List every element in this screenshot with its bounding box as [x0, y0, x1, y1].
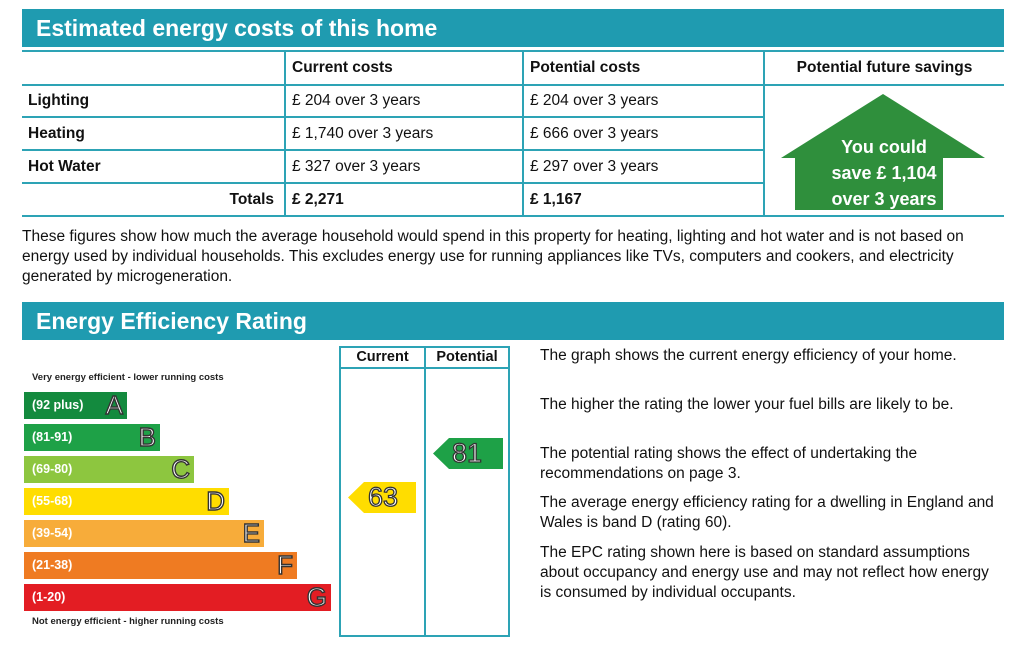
rating-section-title: Energy Efficiency Rating [22, 302, 1004, 340]
efficient-note: Very energy efficient - lower running co… [32, 372, 224, 383]
band-range-label: (69-80) [32, 462, 73, 476]
table-header-border [22, 84, 1004, 86]
potential-column-header: Potential [436, 349, 498, 365]
rating-band-b: (81-91) B [24, 421, 160, 453]
totals-potential: £ 1,167 [530, 191, 582, 208]
row-divider [22, 116, 764, 118]
current-rating-value: 63 [367, 481, 399, 512]
potential-rating-value: 81 [451, 437, 483, 468]
band-range-label: (39-54) [32, 526, 73, 540]
col-divider [522, 50, 524, 217]
inefficient-note: Not energy efficient - higher running co… [32, 616, 224, 627]
explanation-1: The graph shows the current energy effic… [540, 347, 957, 364]
rating-band-c: (69-80) C [24, 453, 194, 485]
potential-costs-header: Potential costs [530, 59, 641, 76]
rating-band-e: (39-54) E [24, 517, 264, 549]
potential-savings-header: Potential future savings [796, 59, 973, 76]
costs-section-title: Estimated energy costs of this home [22, 9, 1004, 47]
band-letter: A [105, 389, 124, 420]
table-bottom-border [22, 215, 1004, 217]
hot-water-potential-cost: £ 297 over 3 years [530, 158, 659, 175]
band-letter: F [276, 549, 293, 580]
band-letter: E [242, 517, 261, 548]
costs-explanation: These figures show how much the average … [22, 228, 964, 285]
heating-current-cost: £ 1,740 over 3 years [292, 125, 434, 142]
savings-line-3: over 3 years [831, 189, 937, 209]
potential-rating-marker [433, 438, 503, 469]
current-costs-header: Current costs [292, 59, 393, 76]
row-divider [22, 182, 764, 184]
hot-water-current-cost: £ 327 over 3 years [292, 158, 421, 175]
current-rating-marker [348, 482, 416, 513]
rating-band-d: (55-68) D [24, 485, 229, 517]
col-divider [763, 50, 765, 217]
lighting-potential-cost: £ 204 over 3 years [530, 92, 659, 109]
explanation-4: The average energy efficiency rating for… [540, 494, 994, 531]
rating-band-g: (1-20) G [24, 581, 331, 613]
band-letter: D [206, 485, 226, 516]
band-range-label: (21-38) [32, 558, 73, 572]
band-letter: G [306, 581, 328, 612]
row-label-hot-water: Hot Water [28, 158, 101, 175]
explanation-3: The potential rating shows the effect of… [540, 445, 918, 482]
band-letter: B [138, 421, 157, 452]
totals-current: £ 2,271 [292, 191, 344, 208]
chart-column-divider [424, 346, 426, 637]
band-range-label: (81-91) [32, 430, 73, 444]
explanation-5: The EPC rating shown here is based on st… [540, 544, 989, 601]
rating-band-a: (92 plus) A [24, 389, 127, 421]
col-divider [284, 50, 286, 217]
band-range-label: (92 plus) [32, 398, 84, 412]
band-range-label: (55-68) [32, 494, 73, 508]
current-column-header: Current [356, 349, 409, 365]
totals-label: Totals [229, 191, 275, 208]
row-label-heating: Heating [28, 125, 85, 142]
savings-line-1: You could [841, 137, 927, 157]
row-label-lighting: Lighting [28, 92, 90, 109]
savings-arrow-icon [781, 94, 985, 210]
chart-header-divider [339, 367, 510, 369]
rating-band-f: (21-38) F [24, 549, 297, 581]
band-range-label: (1-20) [32, 590, 66, 604]
row-divider [22, 149, 764, 151]
heating-potential-cost: £ 666 over 3 years [530, 125, 659, 142]
lighting-current-cost: £ 204 over 3 years [292, 92, 421, 109]
band-letter: C [171, 453, 191, 484]
savings-line-2: save £ 1,104 [831, 163, 937, 183]
explanation-2: The higher the rating the lower your fue… [540, 396, 954, 413]
table-top-border [22, 50, 1004, 52]
